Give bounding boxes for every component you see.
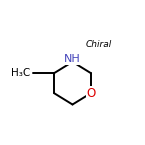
Text: H₃C: H₃C <box>11 68 31 78</box>
Text: Chiral: Chiral <box>86 40 112 49</box>
Text: O: O <box>86 87 96 100</box>
Text: NH: NH <box>64 54 81 64</box>
